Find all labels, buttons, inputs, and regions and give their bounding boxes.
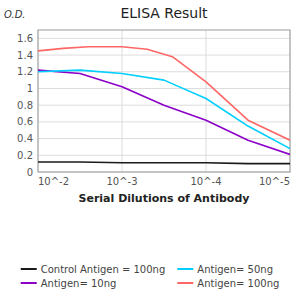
x-axis-label: Serial Dilutions of Antibody (79, 192, 250, 205)
legend-item: Antigen= 50ng (177, 264, 273, 275)
x-tick-label: 10^-3 (106, 176, 137, 187)
legend-item: Antigen= 100ng (177, 278, 279, 289)
lines (38, 47, 290, 164)
y-tick-label: 0.8 (17, 100, 33, 111)
legend-swatch (177, 282, 193, 284)
y-tick-label: 0 (27, 167, 33, 178)
grid-line (38, 38, 290, 39)
line (38, 70, 290, 149)
x-tick-label: 10^-2 (38, 176, 69, 187)
grid-line (38, 71, 290, 72)
legend: Control Antigen = 100ng Antigen= 10ng Anti… (21, 264, 280, 289)
grid-line (206, 30, 207, 172)
grid-line (38, 88, 290, 89)
y-tick-label: 1.2 (17, 66, 33, 77)
grid-line (122, 30, 123, 172)
title: ELISA Result (120, 5, 208, 21)
legend-item: Antigen= 10ng (21, 278, 117, 289)
legend-swatch (21, 268, 37, 270)
legend-label: Antigen= 50ng (197, 264, 273, 275)
grid-line (38, 138, 290, 139)
line (38, 70, 290, 154)
legend-item: Control Antigen = 100ng (21, 264, 166, 275)
chart: ELISA Result O.D. 0 0.2 0.4 0.6 0.8 1 1.2 1.4 1.6 1… (0, 0, 300, 300)
legend-label: Antigen= 100ng (197, 278, 279, 289)
legend-label: Antigen= 10ng (41, 278, 117, 289)
legend-swatch (177, 268, 193, 270)
y-tick-label: 0.2 (17, 150, 33, 161)
line (38, 162, 290, 164)
y-tick-label: 0.4 (17, 133, 33, 144)
legend-swatch (21, 282, 37, 284)
x-tick-label: 10^-5 (259, 176, 290, 187)
grid-line (38, 155, 290, 156)
y-tick-label: 1 (27, 83, 33, 94)
legend-label: Control Antigen = 100ng (41, 264, 166, 275)
axes: 0 0.2 0.4 0.6 0.8 1 1.2 1.4 1.6 10^-2 10^-3 10^-4 10… (17, 30, 290, 187)
y-axis-label: O.D. (4, 9, 26, 20)
plot-frame (38, 30, 290, 172)
y-tick-label: 1.4 (17, 50, 33, 61)
line (38, 47, 290, 141)
x-tick-label: 10^-4 (190, 176, 221, 187)
y-tick-label: 0.6 (17, 116, 33, 127)
y-tick-label: 1.6 (17, 33, 33, 44)
grid (38, 30, 290, 172)
